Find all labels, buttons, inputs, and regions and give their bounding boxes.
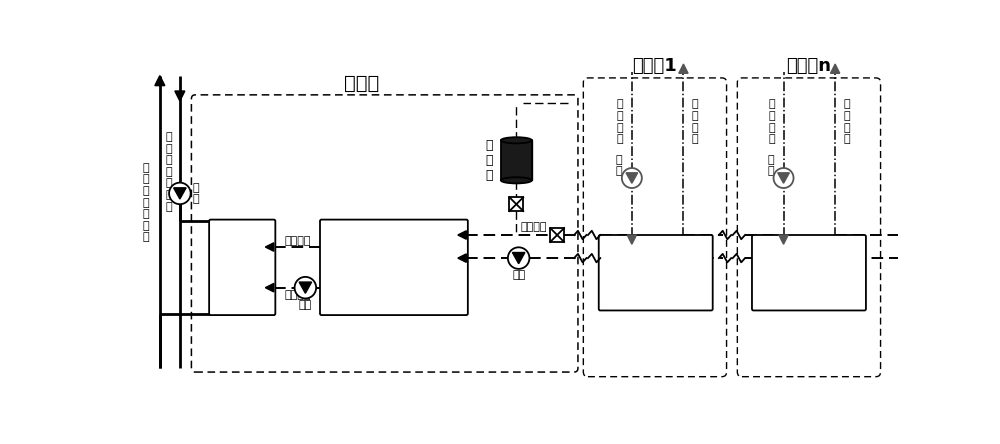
FancyBboxPatch shape [599,235,713,310]
Text: 二
次
回
水: 二 次 回 水 [617,99,624,144]
Text: 三次回水: 三次回水 [284,289,311,300]
Polygon shape [265,283,274,292]
Text: 二
次
供
水: 二 次 供 水 [692,99,698,144]
Ellipse shape [501,177,532,183]
Polygon shape [174,188,186,199]
Text: 热力站n: 热力站n [786,57,831,75]
Polygon shape [626,173,638,183]
Text: 水
泵: 水 泵 [767,155,774,177]
Text: 一次回水: 一次回水 [622,261,649,271]
Polygon shape [175,91,185,101]
Circle shape [774,168,794,188]
Polygon shape [679,64,688,73]
Text: 蓄
热
罐: 蓄 热 罐 [485,139,492,182]
Polygon shape [265,243,274,251]
Text: 升温型吸收
式换热机组: 升温型吸收 式换热机组 [373,252,415,282]
Polygon shape [778,173,789,183]
Text: 水泵: 水泵 [299,300,312,309]
Polygon shape [779,235,788,244]
Polygon shape [512,253,525,264]
Bar [550,228,564,242]
Circle shape [508,247,529,269]
Bar [509,197,523,211]
Text: 压缩式换
热机组: 压缩式换 热机组 [639,258,672,288]
Text: 压缩式换
热机组: 压缩式换 热机组 [792,258,826,288]
Text: 废
热
或
地
热
回
水: 废 热 或 地 热 回 水 [143,163,149,242]
Polygon shape [831,64,840,73]
Text: 水泵: 水泵 [512,270,525,280]
Text: 热力站1: 热力站1 [633,57,677,75]
FancyBboxPatch shape [209,220,275,315]
Polygon shape [627,235,636,244]
Polygon shape [299,282,312,293]
Polygon shape [458,254,466,262]
Text: 三次供水: 三次供水 [284,236,311,246]
Circle shape [295,277,316,298]
Polygon shape [501,140,532,180]
Text: 水
泵: 水 泵 [193,182,200,204]
Circle shape [169,182,191,204]
FancyBboxPatch shape [320,220,468,315]
Polygon shape [458,231,466,239]
Text: 废
热
或
地
热
供
水: 废 热 或 地 热 供 水 [166,132,172,212]
Text: 水水
换热
器: 水水 换热 器 [234,244,251,290]
Polygon shape [155,75,165,86]
FancyBboxPatch shape [752,235,866,310]
Text: 二
次
回
水: 二 次 回 水 [769,99,775,144]
Ellipse shape [501,137,532,143]
Text: 二
次
供
水: 二 次 供 水 [843,99,850,144]
Circle shape [622,168,642,188]
Text: 水
泵: 水 泵 [615,155,622,177]
Text: 热源站: 热源站 [344,74,379,92]
Text: 一次供水: 一次供水 [521,222,547,232]
